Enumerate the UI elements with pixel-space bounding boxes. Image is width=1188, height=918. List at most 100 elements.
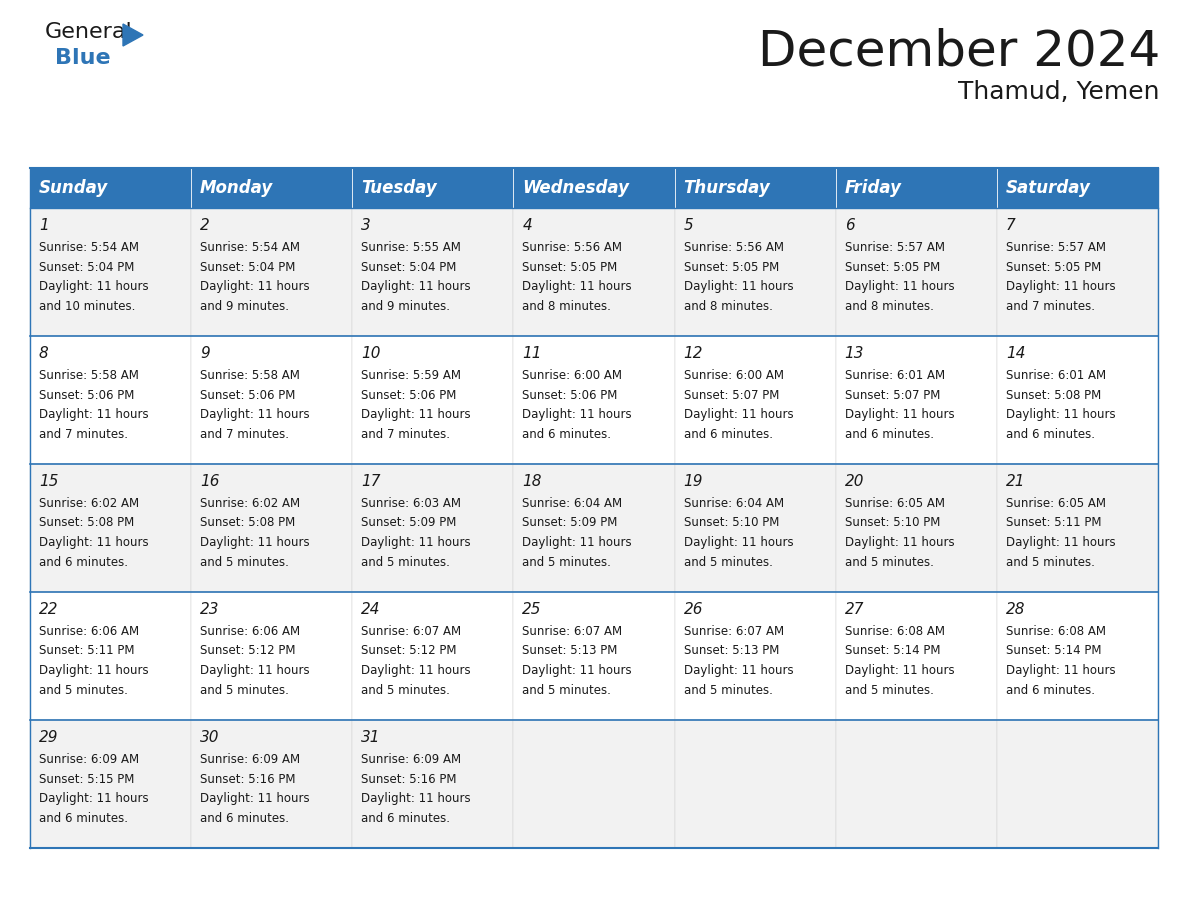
Text: Sunset: 5:05 PM: Sunset: 5:05 PM: [1006, 261, 1101, 274]
Text: Daylight: 11 hours: Daylight: 11 hours: [523, 536, 632, 549]
Text: 15: 15: [39, 474, 58, 489]
Bar: [675, 592, 835, 720]
Text: Sunset: 5:04 PM: Sunset: 5:04 PM: [39, 261, 134, 274]
Bar: [997, 720, 1158, 848]
Text: Friday: Friday: [845, 179, 902, 197]
Text: Daylight: 11 hours: Daylight: 11 hours: [361, 536, 470, 549]
Text: Sunset: 5:06 PM: Sunset: 5:06 PM: [523, 388, 618, 401]
Text: 6: 6: [845, 218, 854, 233]
Text: and 7 minutes.: and 7 minutes.: [361, 428, 450, 441]
Text: and 8 minutes.: and 8 minutes.: [523, 299, 612, 312]
Text: and 6 minutes.: and 6 minutes.: [683, 428, 772, 441]
Bar: [353, 208, 513, 336]
Text: Sunrise: 5:56 AM: Sunrise: 5:56 AM: [683, 241, 784, 254]
Text: Thursday: Thursday: [683, 179, 770, 197]
Text: Daylight: 11 hours: Daylight: 11 hours: [361, 664, 470, 677]
Text: Daylight: 11 hours: Daylight: 11 hours: [523, 664, 632, 677]
Bar: [30, 168, 191, 208]
Text: Sunset: 5:10 PM: Sunset: 5:10 PM: [683, 517, 779, 530]
Text: 29: 29: [39, 730, 58, 745]
Text: Daylight: 11 hours: Daylight: 11 hours: [1006, 664, 1116, 677]
Text: Sunrise: 6:05 AM: Sunrise: 6:05 AM: [845, 497, 944, 510]
Text: 12: 12: [683, 346, 703, 361]
Text: Sunset: 5:06 PM: Sunset: 5:06 PM: [361, 388, 456, 401]
Text: and 10 minutes.: and 10 minutes.: [39, 299, 135, 312]
Bar: [675, 336, 835, 464]
Text: 17: 17: [361, 474, 381, 489]
Bar: [191, 592, 353, 720]
Text: and 6 minutes.: and 6 minutes.: [1006, 428, 1095, 441]
Text: Sunset: 5:09 PM: Sunset: 5:09 PM: [523, 517, 618, 530]
Text: 1: 1: [39, 218, 49, 233]
Text: 7: 7: [1006, 218, 1016, 233]
Text: and 6 minutes.: and 6 minutes.: [361, 812, 450, 824]
Text: and 6 minutes.: and 6 minutes.: [200, 812, 289, 824]
Text: 4: 4: [523, 218, 532, 233]
Text: Sunset: 5:13 PM: Sunset: 5:13 PM: [683, 644, 779, 657]
Text: Daylight: 11 hours: Daylight: 11 hours: [1006, 536, 1116, 549]
Text: and 5 minutes.: and 5 minutes.: [361, 684, 450, 697]
Text: and 5 minutes.: and 5 minutes.: [200, 684, 289, 697]
Text: Tuesday: Tuesday: [361, 179, 437, 197]
Text: Sunrise: 6:04 AM: Sunrise: 6:04 AM: [683, 497, 784, 510]
Text: Sunrise: 6:09 AM: Sunrise: 6:09 AM: [39, 753, 139, 766]
Bar: [191, 336, 353, 464]
Bar: [997, 464, 1158, 592]
Bar: [191, 208, 353, 336]
Text: and 5 minutes.: and 5 minutes.: [1006, 555, 1094, 568]
Text: Sunrise: 5:57 AM: Sunrise: 5:57 AM: [1006, 241, 1106, 254]
Text: Sunset: 5:05 PM: Sunset: 5:05 PM: [683, 261, 779, 274]
Text: and 5 minutes.: and 5 minutes.: [683, 684, 772, 697]
Text: Daylight: 11 hours: Daylight: 11 hours: [39, 280, 148, 293]
Text: Sunrise: 6:09 AM: Sunrise: 6:09 AM: [361, 753, 461, 766]
Text: 14: 14: [1006, 346, 1025, 361]
Text: Daylight: 11 hours: Daylight: 11 hours: [683, 280, 794, 293]
Text: 26: 26: [683, 602, 703, 617]
Text: Sunset: 5:08 PM: Sunset: 5:08 PM: [39, 517, 134, 530]
Text: Sunrise: 5:54 AM: Sunrise: 5:54 AM: [200, 241, 301, 254]
Text: Daylight: 11 hours: Daylight: 11 hours: [683, 536, 794, 549]
Bar: [835, 336, 997, 464]
Text: 28: 28: [1006, 602, 1025, 617]
Bar: [675, 168, 835, 208]
Text: Sunset: 5:09 PM: Sunset: 5:09 PM: [361, 517, 456, 530]
Bar: [835, 720, 997, 848]
Text: and 6 minutes.: and 6 minutes.: [845, 428, 934, 441]
Text: 3: 3: [361, 218, 371, 233]
Text: 19: 19: [683, 474, 703, 489]
Text: and 5 minutes.: and 5 minutes.: [683, 555, 772, 568]
Bar: [513, 720, 675, 848]
Text: Daylight: 11 hours: Daylight: 11 hours: [200, 664, 310, 677]
Text: Daylight: 11 hours: Daylight: 11 hours: [845, 280, 954, 293]
Text: and 8 minutes.: and 8 minutes.: [845, 299, 934, 312]
Bar: [997, 592, 1158, 720]
Text: and 6 minutes.: and 6 minutes.: [523, 428, 612, 441]
Bar: [513, 336, 675, 464]
Text: Sunset: 5:12 PM: Sunset: 5:12 PM: [361, 644, 456, 657]
Text: and 7 minutes.: and 7 minutes.: [1006, 299, 1095, 312]
Bar: [513, 208, 675, 336]
Text: 30: 30: [200, 730, 220, 745]
Text: Daylight: 11 hours: Daylight: 11 hours: [683, 408, 794, 421]
Text: and 9 minutes.: and 9 minutes.: [361, 299, 450, 312]
Bar: [191, 464, 353, 592]
Bar: [997, 208, 1158, 336]
Text: 21: 21: [1006, 474, 1025, 489]
Text: 2: 2: [200, 218, 210, 233]
Text: Daylight: 11 hours: Daylight: 11 hours: [200, 280, 310, 293]
Text: Sunrise: 5:59 AM: Sunrise: 5:59 AM: [361, 369, 461, 382]
Text: and 5 minutes.: and 5 minutes.: [361, 555, 450, 568]
Text: and 5 minutes.: and 5 minutes.: [845, 684, 934, 697]
Text: Daylight: 11 hours: Daylight: 11 hours: [845, 664, 954, 677]
Polygon shape: [124, 24, 143, 46]
Text: Sunset: 5:16 PM: Sunset: 5:16 PM: [200, 773, 296, 786]
Text: Sunset: 5:05 PM: Sunset: 5:05 PM: [523, 261, 618, 274]
Text: Sunrise: 5:55 AM: Sunrise: 5:55 AM: [361, 241, 461, 254]
Bar: [513, 592, 675, 720]
Text: Sunrise: 6:00 AM: Sunrise: 6:00 AM: [523, 369, 623, 382]
Text: Sunrise: 6:06 AM: Sunrise: 6:06 AM: [39, 625, 139, 638]
Text: 18: 18: [523, 474, 542, 489]
Bar: [835, 464, 997, 592]
Text: December 2024: December 2024: [758, 28, 1159, 76]
Text: Daylight: 11 hours: Daylight: 11 hours: [845, 536, 954, 549]
